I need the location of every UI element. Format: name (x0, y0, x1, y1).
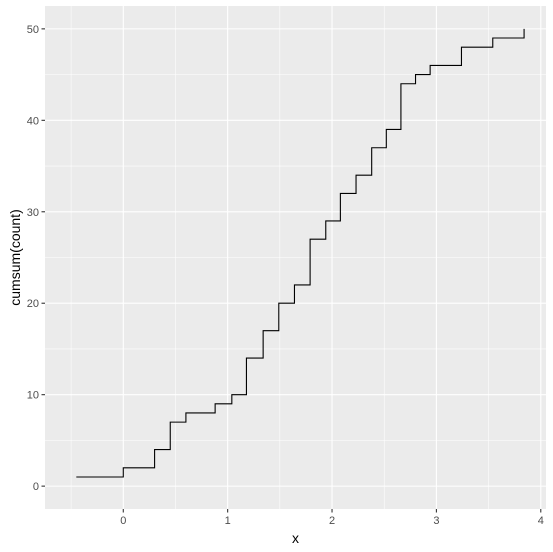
y-tick-label: 40 (27, 115, 39, 127)
y-tick-label: 10 (27, 390, 39, 402)
series-step-line (76, 28, 525, 478)
grid-minor (45, 6, 546, 509)
x-tick-label: 3 (433, 515, 439, 527)
y-tick-label: 0 (33, 481, 39, 493)
y-tick-label: 30 (27, 207, 39, 219)
x-tick-label: 4 (538, 515, 544, 527)
y-axis-title: cumsum(count) (7, 209, 23, 305)
x-tick-label: 0 (120, 515, 126, 527)
y-tick-label: 20 (27, 298, 39, 310)
x-axis: 0 1 2 3 4 (120, 509, 544, 527)
x-tick-label: 1 (225, 515, 231, 527)
y-tick-label: 50 (27, 24, 39, 36)
grid-major (45, 6, 546, 509)
y-axis: 0 10 20 30 40 50 (27, 24, 45, 493)
x-tick-label: 2 (329, 515, 335, 527)
x-axis-title: x (292, 530, 299, 546)
